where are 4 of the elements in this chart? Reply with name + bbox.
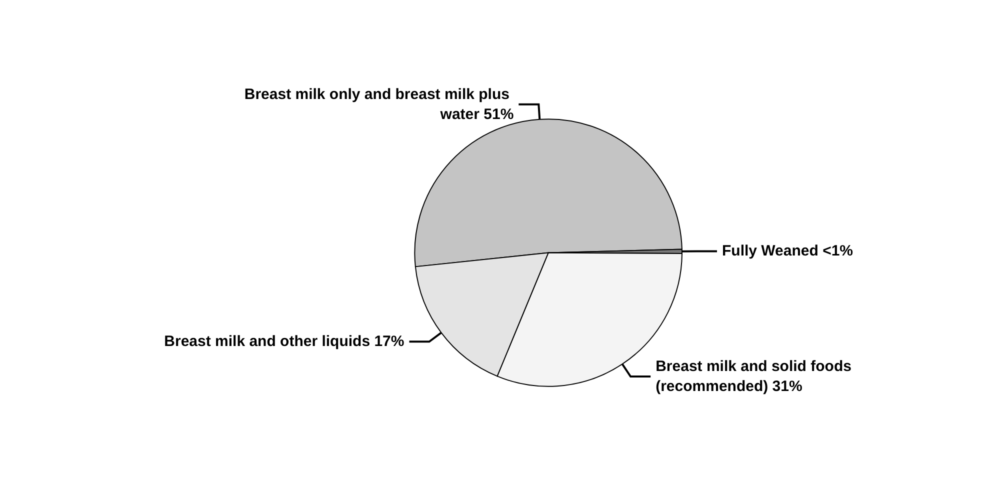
slice-label: Breast milk only and breast milk plus water 51% bbox=[244, 86, 514, 123]
slice-label: Breast milk and solid foods (recommended) 31% bbox=[656, 358, 856, 396]
slice-label: Breast milk and other liquids 17% bbox=[164, 333, 404, 350]
slice-label: Fully Weaned <1% bbox=[722, 242, 854, 260]
